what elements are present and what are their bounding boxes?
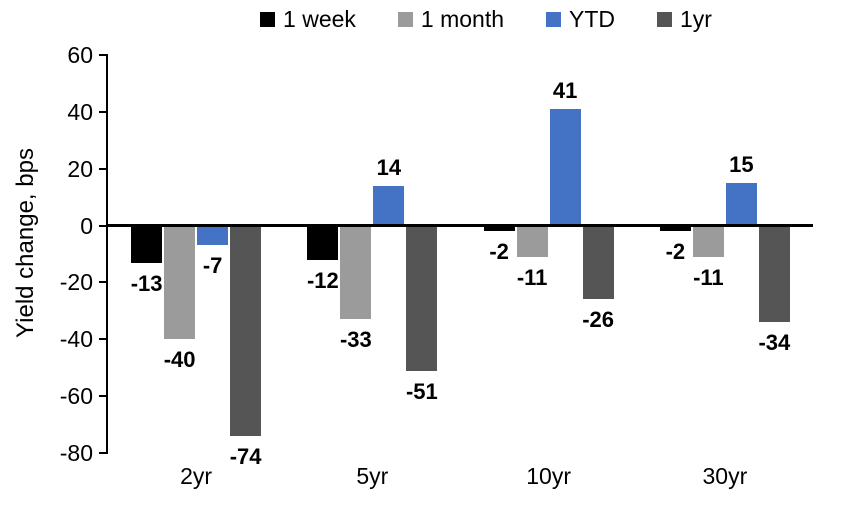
y-axis-tick-label: 60 [67, 42, 93, 68]
bar-1-month-10yr [516, 225, 548, 257]
data-label: -40 [163, 347, 196, 373]
y-axis-tick-label: -20 [59, 269, 93, 296]
x-axis-category-label: 30yr [702, 463, 748, 489]
x-axis-category-label: 2yr [180, 463, 213, 489]
data-label: 15 [729, 151, 754, 177]
bar-1-month-2yr [164, 225, 196, 340]
bar-1-week-5yr [307, 225, 339, 260]
x-axis-category-label: 5yr [356, 463, 389, 489]
data-label: 41 [552, 78, 578, 103]
legend-item-1yr: 1yr [657, 8, 712, 31]
data-label: -11 [516, 264, 548, 290]
legend-label: 1yr [680, 6, 712, 32]
legend-label: 1 week [283, 6, 356, 32]
x-axis-zero-line [108, 224, 813, 228]
legend-swatch-icon [260, 12, 276, 27]
y-axis-tick [99, 281, 108, 284]
bar-YTD-30yr [725, 182, 757, 226]
legend-item-1-month: 1 month [397, 6, 505, 32]
bar-1yr-5yr [406, 225, 438, 371]
x-axis-category-label: 10yr [526, 463, 571, 489]
legend-label: YTD [569, 6, 616, 32]
data-label: -26 [582, 307, 615, 333]
data-label: -33 [339, 327, 372, 353]
y-axis-tick [99, 338, 108, 341]
y-axis-tick [99, 167, 108, 170]
bar-YTD-10yr [549, 109, 581, 226]
legend-label: 1 month [420, 6, 505, 32]
data-label: -34 [758, 330, 791, 356]
bar-1-week-10yr [483, 225, 515, 232]
y-axis-tick [99, 395, 108, 398]
data-label: -74 [229, 443, 262, 469]
data-label: -2 [489, 239, 509, 265]
data-label: 14 [376, 154, 402, 180]
legend-swatch-icon [657, 12, 673, 27]
y-axis-tick-label: -60 [59, 383, 93, 410]
bar-1-month-5yr [340, 225, 372, 320]
bar-1yr-10yr [582, 225, 614, 300]
data-label: -11 [693, 264, 724, 290]
y-axis-line [106, 55, 108, 454]
y-axis-tick-label: 40 [67, 98, 93, 125]
bar-YTD-2yr [197, 225, 229, 246]
chart-legend: 1 week 1 month YTD 1yr [60, 8, 852, 31]
y-axis-tick [99, 54, 108, 56]
data-label: -2 [665, 239, 686, 265]
bar-1-month-30yr [692, 225, 724, 257]
bar-1-week-30yr [659, 225, 691, 232]
bar-YTD-5yr [373, 185, 405, 226]
y-axis-tick [99, 224, 108, 227]
bar-1yr-30yr [758, 225, 790, 323]
y-axis-tick [99, 110, 108, 113]
bar-1yr-2yr [230, 225, 262, 436]
y-axis-tick [99, 452, 108, 454]
y-axis-tick-label: 20 [67, 155, 93, 182]
data-label: -51 [405, 378, 438, 404]
legend-item-1-week: 1 week [260, 8, 356, 31]
bar-1-week-2yr [131, 225, 163, 263]
data-label: -13 [130, 270, 163, 296]
y-axis-tick-label: 0 [80, 212, 93, 239]
legend-swatch-icon [397, 12, 413, 27]
y-axis-tick-label: -40 [59, 326, 93, 353]
data-label: -7 [202, 253, 223, 279]
data-label: -12 [306, 267, 339, 293]
legend-swatch-icon [546, 12, 562, 27]
legend-item-YTD: YTD [546, 8, 615, 31]
y-axis-tick-label: -80 [59, 440, 93, 466]
